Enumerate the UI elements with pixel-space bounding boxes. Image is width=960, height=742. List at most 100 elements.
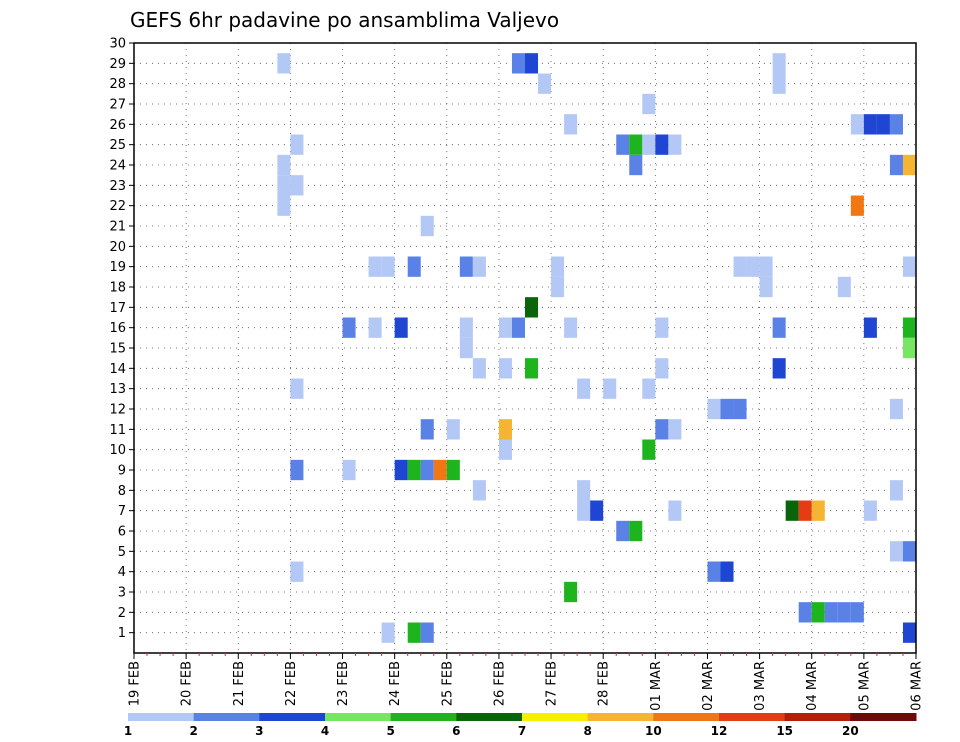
heatmap-cell (564, 581, 578, 603)
heatmap-cell (772, 53, 786, 74)
legend-label: 7 (518, 724, 526, 738)
y-tick-label: 9 (118, 464, 126, 479)
heatmap-cell (459, 317, 473, 338)
y-tick-label: 17 (109, 301, 126, 316)
legend-label: 8 (583, 724, 591, 738)
heatmap-cell (811, 500, 825, 521)
heatmap-cell (655, 317, 669, 338)
x-tick-label: 04 MAR (805, 661, 820, 711)
heatmap-cell (381, 622, 395, 643)
heatmap-cell (616, 134, 630, 155)
heatmap-cell (772, 358, 786, 379)
heatmap-cell (290, 378, 304, 399)
y-tick-label: 8 (118, 484, 126, 499)
legend-label: 3 (255, 724, 263, 738)
y-tick-label: 6 (118, 525, 126, 540)
heatmap-cell (525, 358, 539, 379)
heatmap-cell (459, 337, 473, 359)
heatmap-cell (850, 114, 864, 135)
heatmap-cell (420, 459, 434, 481)
heatmap-cell (511, 317, 525, 338)
heatmap-cell (277, 175, 291, 196)
y-tick-label: 19 (109, 260, 126, 275)
legend-label: 6 (452, 724, 460, 738)
x-tick-label: 22 FEB (284, 661, 299, 706)
heatmap-cell (785, 500, 799, 521)
y-tick-label: 7 (118, 504, 126, 519)
x-tick-label: 23 FEB (336, 661, 351, 706)
heatmap-cell (876, 114, 890, 135)
heatmap-cell (420, 215, 434, 237)
heatmap-cell (290, 561, 304, 582)
heatmap-cell (368, 256, 382, 277)
legend-label: 10 (645, 724, 662, 738)
y-tick-label: 15 (109, 342, 126, 357)
legend-swatch (390, 713, 457, 721)
heatmap-cell (824, 602, 838, 623)
heatmap-cell (798, 602, 812, 623)
heatmap-cell (642, 378, 656, 399)
y-tick-label: 28 (109, 77, 126, 92)
x-axis: 19 FEB 20 FEB 21 FEB 22 FEB 23 FEB 24 FEB 25 F… (128, 653, 925, 711)
heatmap-cell (342, 317, 356, 338)
heatmap-cell (707, 561, 721, 582)
heatmap-cell (655, 134, 669, 155)
heatmap-cell (433, 459, 447, 481)
heatmap-cell (472, 358, 486, 379)
heatmap-cell (498, 317, 512, 338)
heatmap-cell (551, 276, 565, 298)
heatmap-cell (642, 134, 656, 155)
y-tick-label: 21 (109, 220, 126, 235)
heatmap-cell (902, 541, 916, 562)
y-tick-label: 4 (118, 565, 126, 580)
heatmap-cell (668, 134, 682, 155)
legend-swatch (128, 713, 195, 721)
heatmap-cell (525, 53, 539, 74)
heatmap-cell (420, 622, 434, 643)
heatmap-cell (472, 256, 486, 277)
heatmap-cell (902, 154, 916, 176)
heatmap-cell (798, 500, 812, 521)
heatmap-cell (746, 256, 760, 277)
heatmap-cell (277, 154, 291, 176)
color-legend: 1 2 3 4 5 6 7 8 10 12 15 20 (124, 713, 917, 738)
x-tick-label: 25 FEB (440, 661, 455, 706)
legend-swatch (719, 713, 786, 721)
x-tick-label: 20 FEB (180, 661, 195, 706)
heatmap-cell (668, 500, 682, 521)
legend-swatch (784, 713, 851, 721)
y-tick-label: 25 (109, 138, 126, 153)
y-tick-label: 13 (109, 382, 126, 397)
heatmap-cell (707, 398, 721, 420)
y-tick-label: 26 (109, 118, 126, 133)
x-tick-label: 01 MAR (649, 661, 664, 711)
heatmap-cell (342, 459, 356, 481)
heatmap-cell (863, 500, 877, 521)
heatmap-cell (498, 358, 512, 379)
heatmap-cell (394, 317, 408, 338)
heatmap-cell (811, 602, 825, 623)
legend-label: 1 (124, 724, 132, 738)
heatmap-cell (511, 53, 525, 74)
heatmap-cell (850, 195, 864, 216)
x-tick-label: 02 MAR (701, 661, 716, 711)
legend-swatch (587, 713, 654, 721)
heatmap-cell (850, 602, 864, 623)
heatmap-cell (863, 114, 877, 135)
heatmap-cell (616, 520, 630, 542)
y-tick-label: 23 (109, 179, 126, 194)
y-tick-label: 11 (109, 423, 126, 438)
legend-label: 15 (776, 724, 793, 738)
y-tick-label: 30 (109, 37, 126, 52)
heatmap-cell (837, 276, 851, 298)
heatmap-cell (720, 398, 734, 420)
heatmap-cell (498, 419, 512, 440)
x-tick-label: 06 MAR (910, 661, 925, 711)
heatmap-cell (538, 73, 552, 94)
heatmap-cell (889, 480, 903, 501)
heatmap-cell (407, 459, 421, 481)
y-tick-label: 27 (109, 98, 126, 113)
x-tick-label: 19 FEB (128, 661, 143, 706)
heatmap-cell (889, 541, 903, 562)
heatmap-cell (720, 561, 734, 582)
